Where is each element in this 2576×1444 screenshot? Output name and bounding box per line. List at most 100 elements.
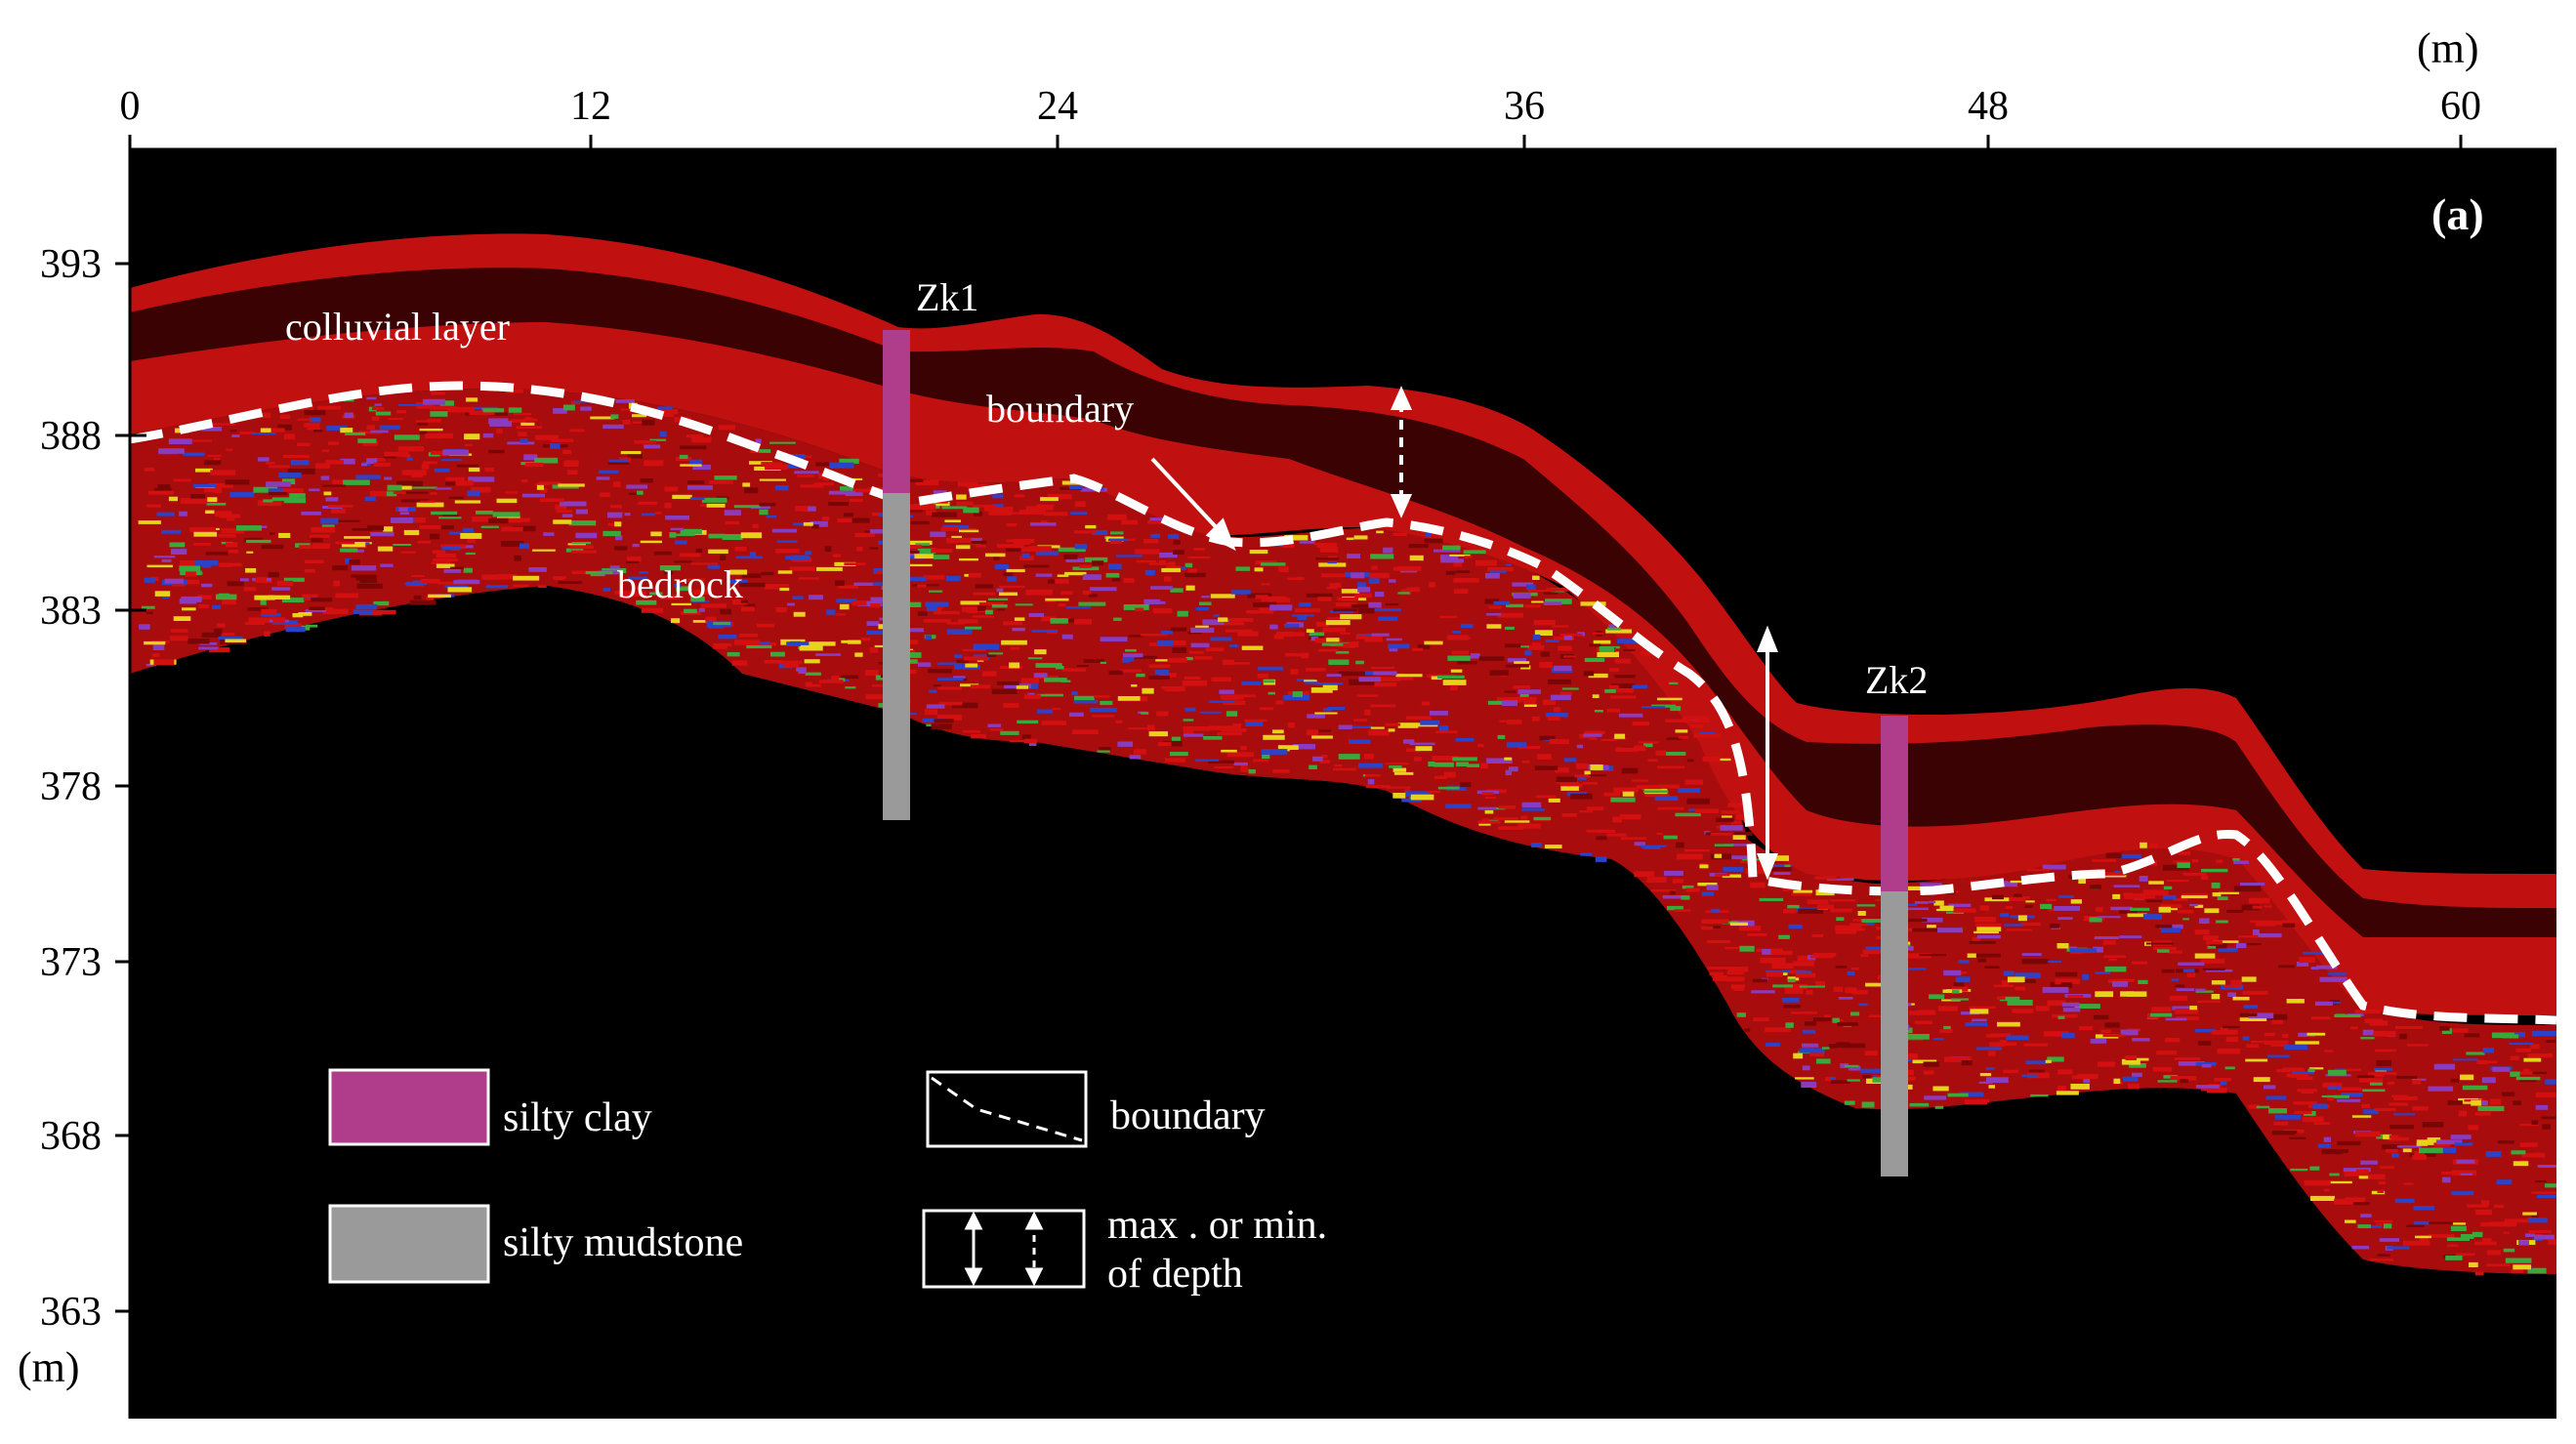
reflection-speckle [744,487,759,494]
reflection-speckle [999,592,1018,597]
reflection-speckle [1683,849,1710,852]
reflection-speckle [2028,1069,2045,1076]
reflection-speckle [1505,643,1521,648]
reflection-speckle [1609,684,1619,690]
reflection-speckle [1545,639,1559,642]
reflection-speckle [447,587,473,593]
reflection-speckle [440,544,467,548]
reflection-speckle [1609,668,1620,672]
reflection-speckle [680,528,702,535]
reflection-speckle [1552,625,1569,628]
reflection-speckle [946,629,973,635]
reflection-speckle [1276,598,1291,603]
reflection-speckle [355,474,381,479]
reflection-speckle [2093,1014,2109,1020]
reflection-speckle [1229,644,1239,647]
reflection-speckle [229,491,255,498]
reflection-speckle [416,405,438,409]
reflection-speckle [929,689,937,693]
reflection-speckle [2378,1181,2386,1185]
reflection-speckle [1009,662,1020,669]
reflection-speckle [1447,635,1469,640]
reflection-speckle [312,543,331,550]
reflection-speckle [823,477,830,481]
reflection-speckle [2094,936,2119,939]
reflection-speckle [1283,695,1309,701]
reflection-speckle [2056,1091,2079,1095]
reflection-speckle [1554,767,1569,773]
reflection-speckle [2535,1104,2549,1110]
reflection-speckle [476,511,493,515]
reflection-speckle [1675,812,1701,817]
reflection-speckle [575,532,598,539]
reflection-speckle [1481,792,1494,796]
reflection-speckle [1334,763,1343,767]
reflection-speckle [1669,890,1676,895]
reflection-speckle [1610,695,1637,699]
reflection-speckle [901,545,923,549]
reflection-speckle [225,479,250,485]
reflection-speckle [1924,1095,1946,1100]
reflection-speckle [2000,913,2010,918]
reflection-speckle [2369,1258,2394,1261]
reflection-speckle [372,609,396,615]
reflection-speckle [169,542,186,548]
reflection-speckle [1559,783,1583,788]
reflection-speckle [260,599,267,605]
reflection-speckle [2344,1171,2361,1176]
reflection-speckle [1676,842,1684,848]
reflection-speckle [1549,738,1569,745]
reflection-speckle [1185,585,1195,591]
reflection-speckle [1055,666,1064,670]
reflection-speckle [2310,1195,2335,1201]
reflection-speckle [2480,1100,2488,1106]
reflection-speckle [1861,1101,1875,1108]
reflection-speckle [144,468,155,472]
reflection-speckle [1791,1011,1817,1014]
reflection-speckle [374,403,383,406]
reflection-speckle [2055,978,2061,985]
reflection-speckle [218,636,243,640]
reflection-speckle [1365,774,1381,777]
reflection-speckle [304,423,320,428]
reflection-speckle [1405,791,1432,798]
reflection-speckle [2168,950,2182,954]
reflection-speckle [2243,1005,2259,1009]
reflection-speckle [2450,1225,2467,1231]
reflection-speckle [1070,512,1088,515]
reflection-speckle [2163,886,2173,889]
reflection-speckle [2416,1142,2429,1146]
reflection-speckle [2333,1002,2341,1005]
reflection-speckle [1974,930,1999,934]
reflection-speckle [173,478,191,482]
reflection-speckle [1723,867,1744,872]
reflection-speckle [484,467,494,473]
reflection-speckle [1050,618,1068,624]
reflection-speckle [2476,1060,2497,1064]
reflection-speckle [1623,648,1636,651]
reflection-speckle [1100,661,1106,664]
reflection-speckle [1244,719,1267,722]
reflection-speckle [2497,1140,2514,1144]
reflection-speckle [840,486,854,491]
reflection-speckle [2474,1241,2497,1246]
reflection-speckle [441,514,459,518]
reflection-speckle [2223,984,2241,988]
reflection-speckle [2527,1267,2547,1274]
reflection-speckle [2502,1092,2515,1096]
reflection-speckle [360,463,367,467]
reflection-speckle [538,481,561,485]
reflection-speckle [1184,729,1194,734]
reflection-speckle [946,622,965,625]
reflection-speckle [798,577,820,580]
reflection-speckle [1681,895,1690,900]
reflection-speckle [602,530,621,537]
reflection-speckle [181,596,202,602]
reflection-speckle [1606,708,1621,713]
reflection-speckle [2241,904,2260,911]
reflection-speckle [2496,1179,2513,1184]
reflection-speckle [1750,882,1766,888]
reflection-speckle [626,557,642,562]
reflection-speckle [973,504,997,508]
reflection-speckle [2450,1078,2460,1083]
